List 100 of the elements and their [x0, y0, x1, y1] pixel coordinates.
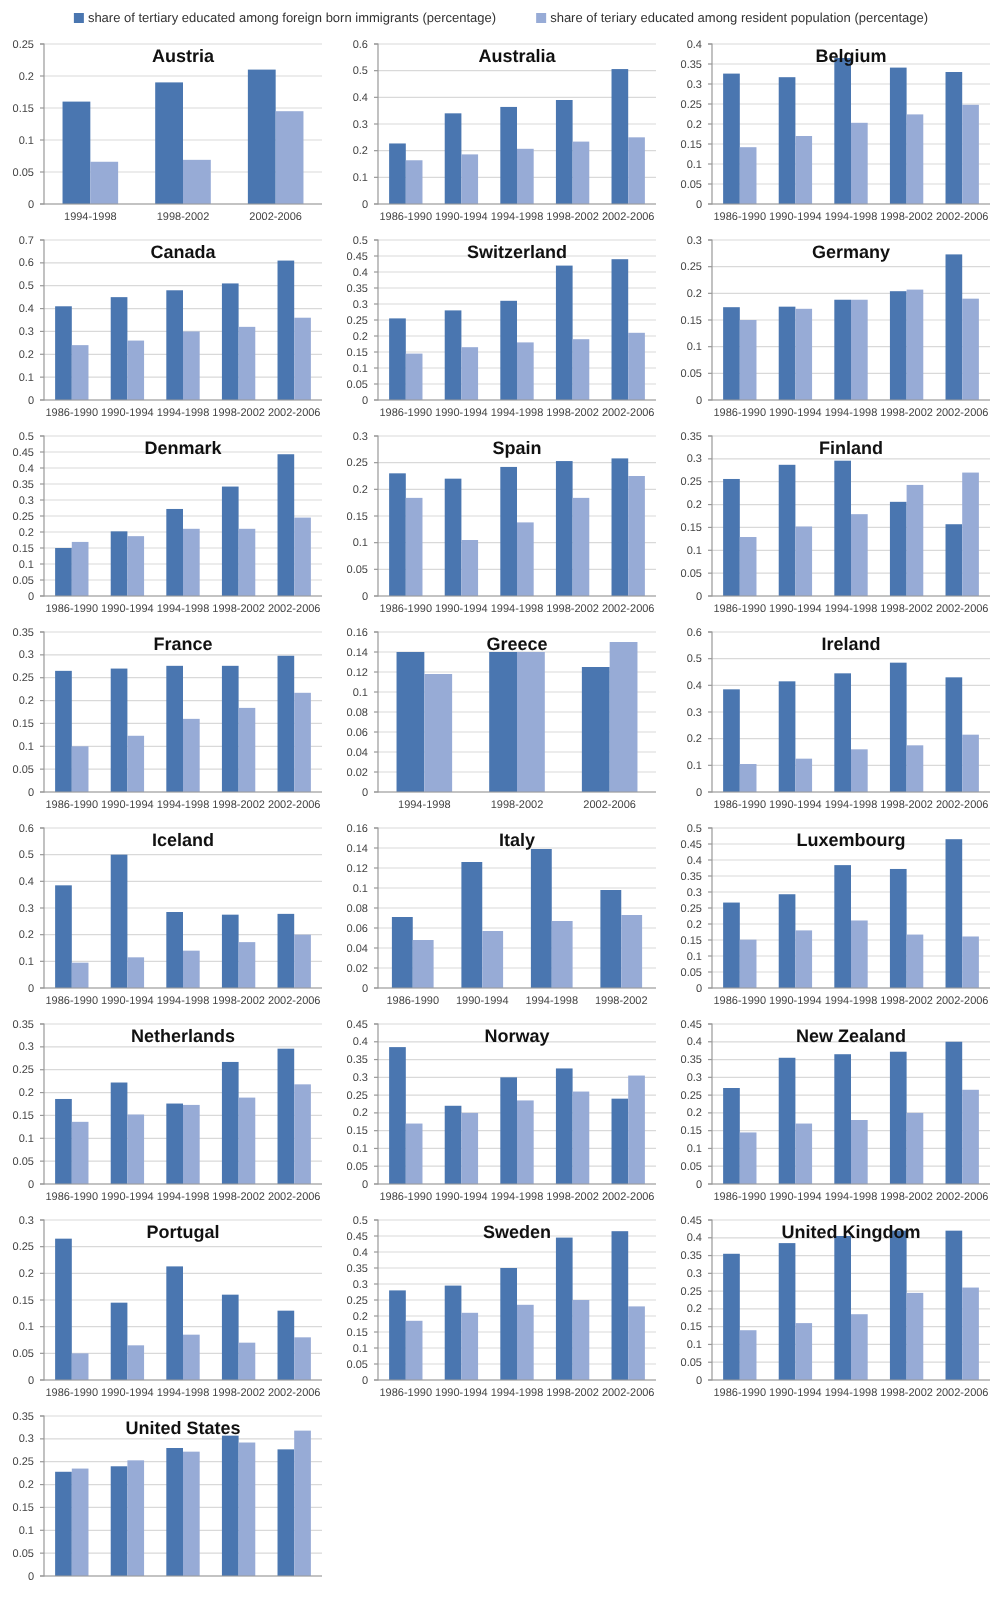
- bar: [405, 497, 423, 596]
- bar: [294, 1430, 311, 1576]
- bar: [444, 1285, 462, 1380]
- bar: [55, 548, 72, 596]
- bar: [62, 101, 91, 204]
- bar: [127, 536, 145, 596]
- bar: [127, 957, 145, 988]
- bar: [71, 345, 89, 400]
- chart-title: France: [153, 634, 213, 654]
- bar: [834, 865, 851, 988]
- chart-title: Germany: [811, 242, 891, 262]
- bar: [906, 484, 924, 596]
- bar: [71, 1468, 89, 1576]
- bar: [221, 486, 239, 596]
- bar: [795, 758, 813, 792]
- chart-title: Austria: [151, 46, 216, 66]
- bar: [962, 298, 979, 400]
- bar: [238, 1342, 256, 1380]
- bar: [412, 940, 434, 988]
- bar: [906, 934, 924, 988]
- bar: [294, 317, 311, 400]
- bar: [183, 528, 200, 596]
- bar: [110, 1466, 128, 1576]
- bar: [962, 936, 979, 988]
- bar: [628, 1075, 645, 1184]
- bar: [851, 299, 868, 400]
- bar: [247, 69, 276, 204]
- bar: [294, 1337, 311, 1380]
- bar: [851, 749, 868, 792]
- bar: [90, 161, 119, 204]
- bar: [851, 514, 868, 596]
- bar: [183, 718, 200, 792]
- bar: [555, 1237, 573, 1380]
- bar: [221, 1294, 239, 1380]
- bar: [555, 265, 573, 400]
- bar: [962, 104, 979, 204]
- bar: [517, 522, 534, 596]
- bar: [795, 136, 813, 204]
- bar: [389, 143, 406, 204]
- bar: [405, 353, 423, 400]
- bar: [621, 915, 643, 988]
- bar: [778, 306, 796, 400]
- chart-title: United States: [125, 1418, 241, 1438]
- bar: [572, 141, 590, 204]
- bar: [183, 159, 211, 204]
- bar: [851, 1120, 868, 1184]
- bar: [517, 148, 534, 204]
- bar: [166, 665, 183, 792]
- chart-title: Italy: [498, 830, 536, 850]
- bar: [834, 299, 851, 400]
- bar: [739, 320, 757, 400]
- bar: [517, 1100, 534, 1184]
- bar: [166, 290, 183, 400]
- bar: [723, 307, 740, 400]
- bar: [611, 458, 629, 596]
- bar: [71, 746, 89, 792]
- bar: [155, 82, 183, 204]
- bar: [889, 501, 907, 596]
- bar: [500, 106, 517, 204]
- bar: [166, 1103, 183, 1184]
- bar: [71, 541, 89, 596]
- bar: [110, 1302, 128, 1380]
- bar: [628, 332, 645, 400]
- chart-title: Portugal: [146, 1222, 220, 1242]
- bar: [906, 114, 924, 204]
- bar: [945, 839, 963, 988]
- bar: [851, 920, 868, 988]
- bar: [127, 340, 145, 400]
- chart-title: Switzerland: [466, 242, 568, 262]
- bar: [424, 674, 453, 792]
- bar: [183, 331, 200, 400]
- bar: [461, 540, 479, 596]
- bar: [110, 1082, 128, 1184]
- bar: [183, 1334, 200, 1380]
- bar: [572, 1300, 590, 1380]
- bar: [238, 1097, 256, 1184]
- bar: [489, 652, 517, 792]
- bar: [461, 1312, 479, 1380]
- bar: [962, 1287, 979, 1380]
- bar: [555, 461, 573, 596]
- chart-title: Ireland: [821, 634, 881, 654]
- bar: [834, 673, 851, 792]
- bar: [723, 73, 740, 204]
- chart-title: Denmark: [144, 438, 224, 458]
- bar: [945, 677, 963, 792]
- chart-title: Canada: [150, 242, 218, 262]
- bar: [127, 1114, 145, 1184]
- bar: [110, 854, 128, 988]
- bar: [945, 1230, 963, 1380]
- bar: [389, 473, 406, 596]
- bar: [444, 478, 462, 596]
- bar: [396, 652, 425, 792]
- bar: [482, 931, 504, 988]
- bar: [739, 1330, 757, 1380]
- bar: [238, 942, 256, 988]
- bar: [739, 939, 757, 988]
- bar: [166, 508, 183, 596]
- bar: [906, 289, 924, 400]
- bar: [277, 1449, 295, 1576]
- bar: [945, 1041, 963, 1184]
